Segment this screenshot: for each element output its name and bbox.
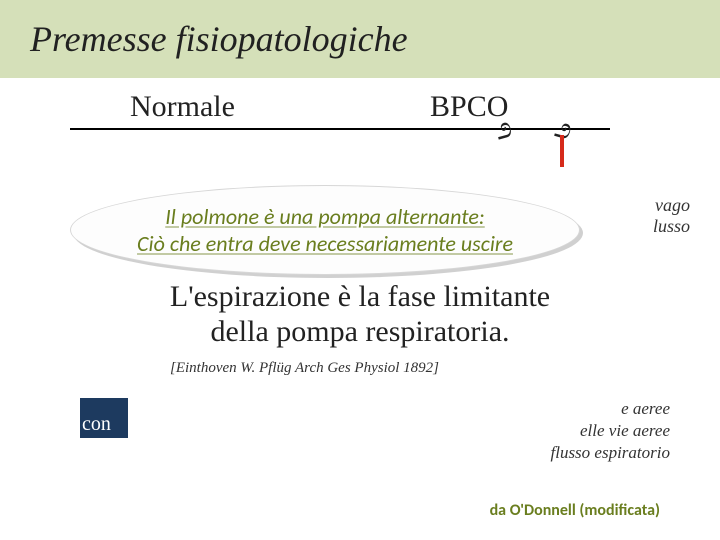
header-underline — [70, 128, 610, 130]
statement-line-1: L'espirazione è la fase limitante — [170, 280, 550, 313]
decorative-curl-icon: ೨ — [491, 110, 516, 147]
red-marker — [560, 135, 564, 167]
source-credit: da O'Donnell (modificata) — [490, 501, 660, 520]
partial-text-right: vago lusso — [653, 195, 690, 237]
partial-line: lusso — [653, 216, 690, 237]
page-title: Premesse fisiopatologiche — [30, 18, 408, 60]
main-statement: L'espirazione è la fase limitante della … — [110, 280, 610, 349]
callout-bubble: Il polmone è una pompa alternante: Ciò c… — [70, 185, 580, 275]
bubble-line-1: Il polmone è una pompa alternante: — [165, 203, 484, 230]
partial-line: elle vie aeree — [551, 420, 671, 442]
bubble-line-2: Ciò che entra deve necessariamente uscir… — [137, 230, 513, 257]
partial-line: e aeree — [551, 398, 671, 420]
blue-fragment-block: con — [80, 398, 128, 438]
partial-line: flusso espiratorio — [551, 442, 671, 464]
citation-text: [Einthoven W. Pflüg Arch Ges Physiol 189… — [170, 360, 439, 377]
partial-line: vago — [653, 195, 690, 216]
title-band: Premesse fisiopatologiche — [0, 0, 720, 78]
bottom-right-partial: e aeree elle vie aeree flusso espiratori… — [551, 398, 671, 464]
column-header-normale: Normale — [130, 90, 235, 124]
blue-fragment-text: con — [82, 413, 111, 436]
statement-line-2: della pompa respiratoria. — [210, 315, 509, 348]
